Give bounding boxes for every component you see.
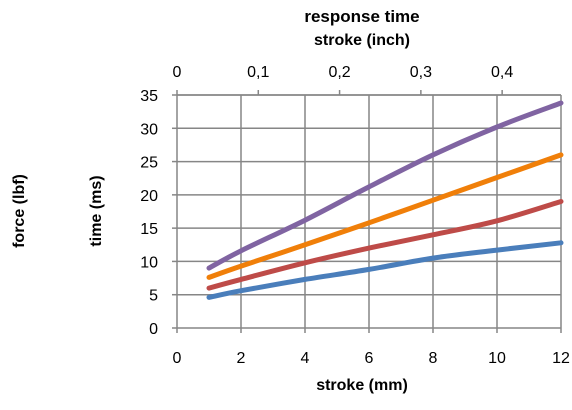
y-tick-label: 5 <box>149 288 158 305</box>
x-tick-label: 10 <box>488 350 506 367</box>
x-tick-label: 12 <box>552 350 570 367</box>
top-axis-title: stroke (inch) <box>314 32 410 49</box>
top-tick-label: 0 <box>173 64 182 81</box>
y-tick-label: 35 <box>140 88 158 105</box>
chart-title: response time <box>304 7 419 26</box>
gridlines <box>177 94 562 328</box>
x-tick-label: 6 <box>365 350 374 367</box>
y-tick-label: 10 <box>140 254 158 271</box>
y-tick-label: 30 <box>140 121 158 138</box>
series-line-1 <box>206 240 564 300</box>
top-tick-label: 0,2 <box>328 64 350 81</box>
series-line-2 <box>206 199 564 291</box>
bottom-axis-title: stroke (mm) <box>316 377 408 394</box>
top-tick-label: 0,1 <box>247 64 269 81</box>
axes <box>172 90 562 333</box>
tick-labels: 0 5 10 15 20 25 30 35 0 2 4 6 8 10 12 0 0,1 0,2 0,3 0,4 <box>140 64 570 367</box>
top-tick-label: 0,4 <box>491 64 513 81</box>
y-tick-label: 20 <box>140 188 158 205</box>
x-tick-label: 2 <box>237 350 246 367</box>
x-tick-label: 0 <box>173 350 182 367</box>
y-tick-label: 15 <box>140 221 158 238</box>
x-tick-label: 8 <box>429 350 438 367</box>
series-line-3 <box>206 152 564 280</box>
y-tick-label: 25 <box>140 155 158 172</box>
secondary-y-axis-title: force (lbf) <box>11 174 28 248</box>
y-tick-label: 0 <box>149 321 158 338</box>
y-axis-title: time (ms) <box>88 175 105 246</box>
series-lines <box>206 100 564 300</box>
x-tick-label: 4 <box>301 350 310 367</box>
series-line-4 <box>206 100 564 271</box>
top-tick-label: 0,3 <box>410 64 432 81</box>
